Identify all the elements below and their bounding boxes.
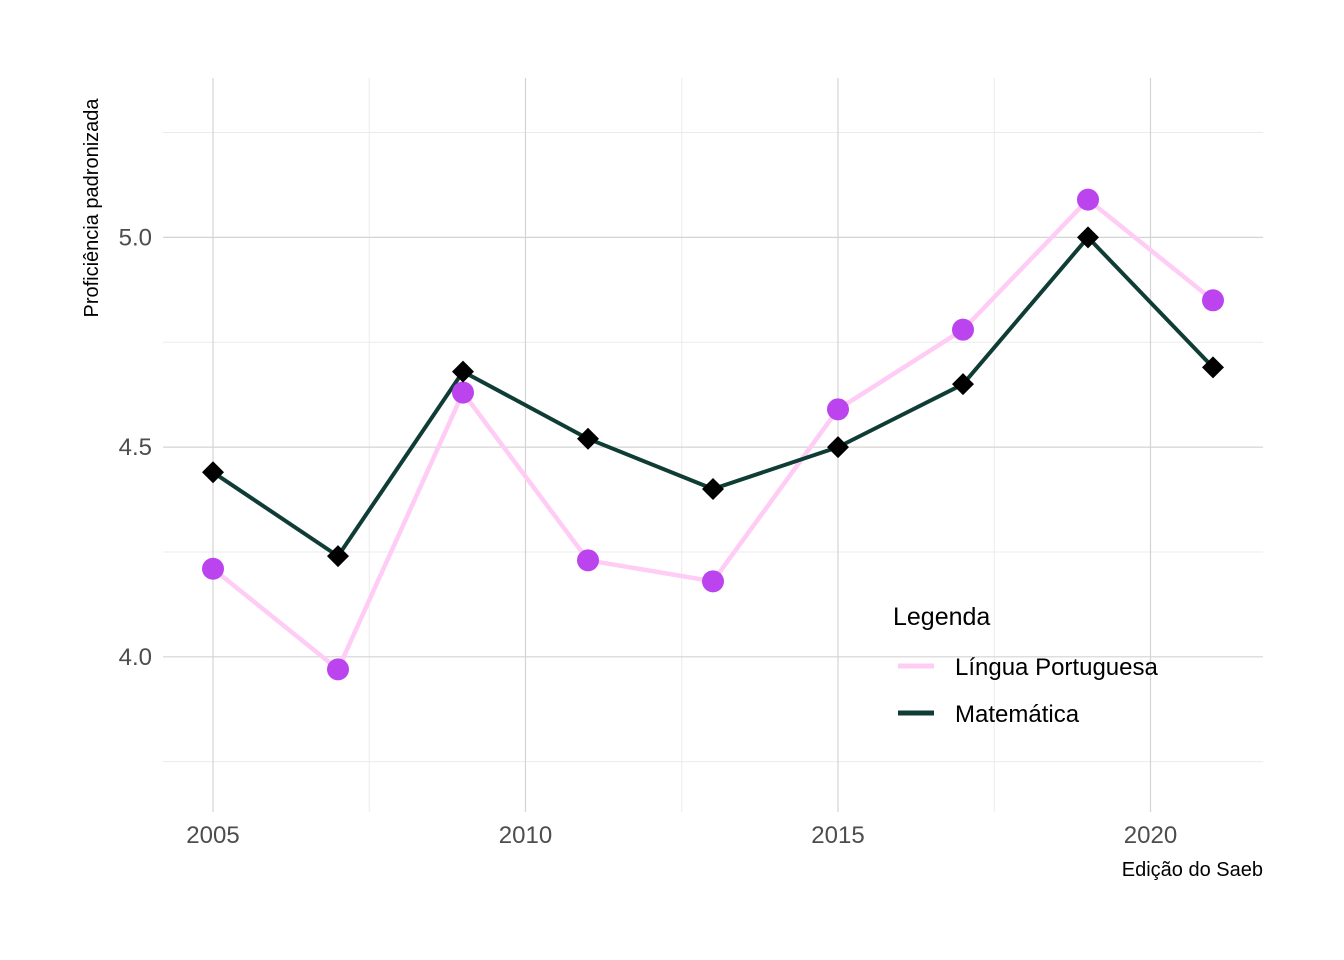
y-tick-label: 5.0 <box>119 224 152 251</box>
data-point-matematica <box>202 461 224 484</box>
data-point-lingua-portuguesa <box>827 398 849 421</box>
data-point-lingua-portuguesa <box>1202 289 1224 312</box>
x-tick-label: 2020 <box>1124 822 1177 849</box>
legend: Legenda Língua Portuguesa Matemática <box>893 603 1158 728</box>
data-point-lingua-portuguesa <box>1077 188 1099 211</box>
y-tick-label: 4.5 <box>119 434 152 461</box>
data-point-lingua-portuguesa <box>202 557 224 580</box>
data-point-matematica <box>1202 356 1224 379</box>
x-tick-labels: 2005 2010 2015 2020 <box>186 822 1177 849</box>
y-axis-title: Proficiência padronizada <box>81 98 103 318</box>
data-point-matematica <box>702 478 724 501</box>
data-point-lingua-portuguesa <box>577 549 599 572</box>
data-point-lingua-portuguesa <box>952 318 974 341</box>
legend-label: Matemática <box>955 701 1080 728</box>
x-tick-label: 2015 <box>811 822 864 849</box>
data-point-matematica <box>577 427 599 450</box>
y-tick-labels: 4.0 4.5 5.0 <box>119 224 152 670</box>
data-point-lingua-portuguesa <box>452 381 474 404</box>
data-point-matematica <box>327 545 349 568</box>
legend-title: Legenda <box>893 603 990 631</box>
series-markers <box>202 188 1224 681</box>
y-tick-label: 4.0 <box>119 644 152 671</box>
x-axis-title: Edição do Saeb <box>1122 859 1263 881</box>
data-point-matematica <box>452 360 474 383</box>
series-line-matematica <box>211 235 1215 559</box>
data-point-lingua-portuguesa <box>702 570 724 593</box>
grid-minor <box>163 78 1263 812</box>
x-tick-label: 2005 <box>186 822 239 849</box>
series-lines <box>210 197 1216 672</box>
data-point-matematica <box>1077 226 1099 249</box>
legend-label: Língua Portuguesa <box>955 654 1158 681</box>
series-line-lingua-portuguesa <box>210 197 1216 672</box>
data-point-lingua-portuguesa <box>327 658 349 681</box>
grid-major <box>163 78 1263 812</box>
data-point-matematica <box>827 436 849 459</box>
x-tick-label: 2010 <box>499 822 552 849</box>
data-point-matematica <box>952 373 974 396</box>
